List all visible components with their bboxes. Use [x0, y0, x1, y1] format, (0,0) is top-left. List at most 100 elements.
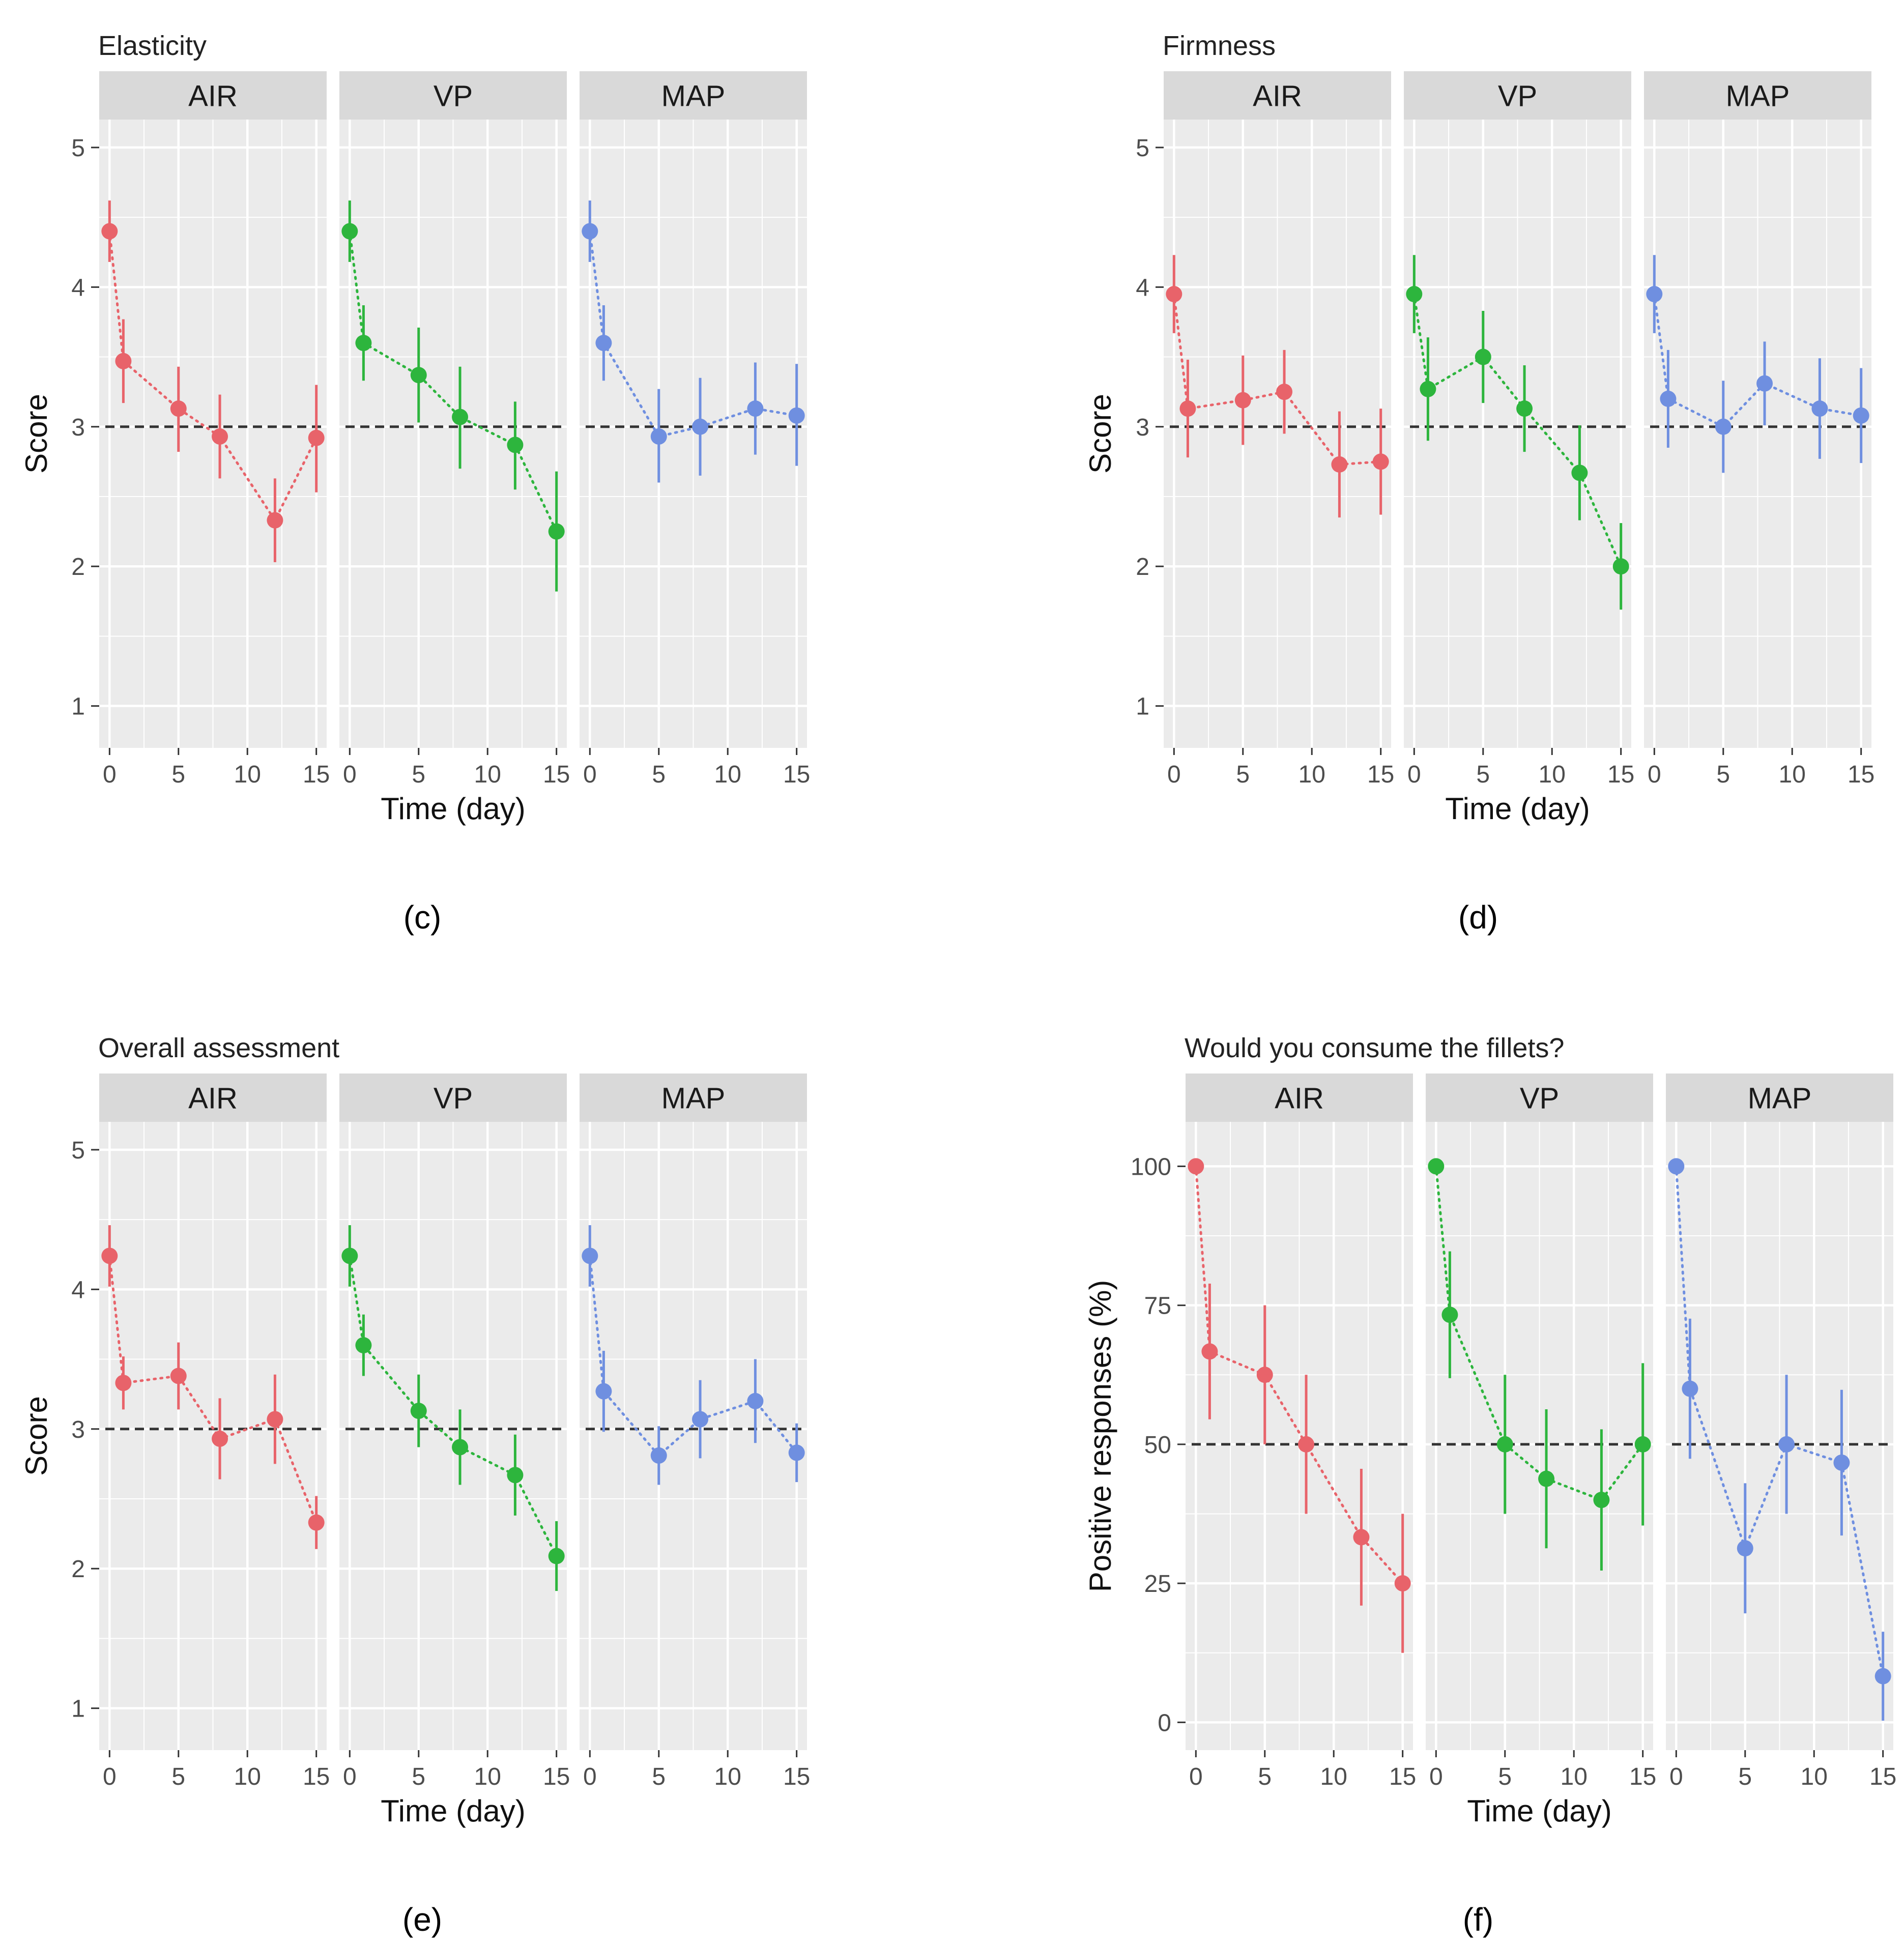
- y-axis-label: Score: [19, 394, 53, 474]
- panel-caption: (d): [1458, 899, 1498, 936]
- facet-strip: [339, 71, 567, 120]
- data-point: [101, 1247, 118, 1264]
- y-tick-label: 4: [71, 274, 85, 301]
- data-point: [452, 1439, 469, 1456]
- x-tick-label: 0: [103, 1763, 117, 1790]
- facet-strip-label: AIR: [188, 80, 238, 113]
- data-point: [1420, 381, 1436, 397]
- facet-strip-label: VP: [1520, 1082, 1559, 1115]
- x-tick-label: 5: [1716, 761, 1730, 788]
- data-point: [507, 1467, 524, 1484]
- series-line: [588, 230, 798, 438]
- data-point: [115, 353, 132, 369]
- x-tick-label: 10: [1779, 761, 1806, 788]
- chart-title: Elasticity: [98, 31, 207, 61]
- data-point: [1428, 1158, 1445, 1175]
- data-point: [341, 223, 358, 240]
- data-point: [1406, 286, 1423, 303]
- data-point: [747, 400, 764, 417]
- data-point: [507, 437, 524, 453]
- facet-vp: VP 0 5 10 15: [1426, 1073, 1656, 1790]
- x-tick-label: 15: [543, 1763, 570, 1790]
- facet-strip-label: VP: [434, 1082, 473, 1115]
- facet-strip: [580, 71, 807, 120]
- data-point: [595, 1383, 612, 1400]
- x-axis-label: Time (day): [381, 792, 525, 826]
- data-point: [1811, 400, 1828, 417]
- x-axis-label: Time (day): [1467, 1794, 1611, 1828]
- data-point: [308, 1514, 325, 1531]
- data-point: [170, 400, 187, 417]
- data-point: [1853, 407, 1869, 424]
- data-point: [1646, 286, 1663, 303]
- x-tick-label: 10: [1539, 761, 1566, 788]
- x-tick-label: 5: [1476, 761, 1490, 788]
- data-point: [1276, 384, 1293, 400]
- data-point: [1682, 1380, 1698, 1397]
- y-tick-label: 3: [71, 1416, 85, 1443]
- data-point: [212, 428, 228, 445]
- y-tick-label: 4: [71, 1276, 85, 1303]
- x-tick-label: 10: [474, 1763, 501, 1790]
- data-point: [1612, 558, 1629, 575]
- x-tick-label: 0: [583, 1763, 597, 1790]
- x-tick-label: 0: [343, 1763, 357, 1790]
- y-tick-label: 3: [71, 414, 85, 441]
- data-point: [650, 428, 667, 445]
- data-point: [212, 1430, 228, 1447]
- data-point: [1538, 1470, 1555, 1487]
- data-point: [1394, 1575, 1411, 1592]
- data-point: [1571, 465, 1588, 481]
- x-tick-label: 5: [171, 761, 185, 788]
- data-point: [1234, 392, 1251, 409]
- facet-air: AIR 0 5 10 15: [1164, 71, 1394, 788]
- chart-f: Would you consume the fillets? Positive r…: [1083, 1033, 1896, 1938]
- facet-strip: [1186, 1073, 1413, 1122]
- x-tick-label: 0: [583, 761, 597, 788]
- data-point: [1179, 400, 1196, 417]
- series-line: [588, 1254, 798, 1458]
- facet-strip-label: MAP: [1726, 80, 1790, 113]
- facet-map: MAP 0 5 10 15: [580, 1073, 810, 1790]
- panel-caption: (f): [1463, 1901, 1493, 1938]
- data-point: [267, 512, 283, 529]
- data-point: [1516, 400, 1533, 417]
- data-point: [582, 1247, 598, 1264]
- chart-e: Overall assessment Score 1 2 3 4 5 AIR 0 5 10 15 VP 0…: [19, 1033, 810, 1938]
- data-point: [355, 335, 372, 352]
- facet-strip: [339, 1073, 567, 1122]
- series-line: [1653, 293, 1863, 428]
- x-tick-label: 15: [543, 761, 570, 788]
- facet-strip: [99, 71, 327, 120]
- data-point: [650, 1447, 667, 1464]
- x-tick-label: 10: [1299, 761, 1325, 788]
- data-point: [101, 223, 118, 240]
- facet-air: AIR 0 5 10 15: [1186, 1073, 1416, 1790]
- x-tick-label: 5: [1738, 1763, 1752, 1790]
- data-point: [1256, 1367, 1273, 1383]
- facet-strip: [580, 1073, 807, 1122]
- y-tick-label: 100: [1131, 1153, 1171, 1180]
- data-point: [1353, 1529, 1370, 1546]
- data-point: [788, 407, 805, 424]
- y-tick-label: 2: [71, 1556, 85, 1583]
- x-tick-label: 15: [303, 761, 330, 788]
- x-tick-label: 5: [412, 761, 425, 788]
- x-tick-label: 15: [1367, 761, 1394, 788]
- y-tick-label: 1: [1136, 693, 1149, 720]
- data-point: [308, 429, 325, 446]
- x-tick-label: 10: [1561, 1763, 1588, 1790]
- panel-caption: (c): [403, 899, 442, 936]
- facet-strip: [1404, 71, 1631, 120]
- x-tick-label: 10: [1320, 1763, 1347, 1790]
- y-tick-label: 25: [1144, 1571, 1171, 1598]
- facet-strip-label: MAP: [661, 1082, 726, 1115]
- x-tick-label: 10: [714, 1763, 741, 1790]
- x-tick-label: 5: [412, 1763, 425, 1790]
- facet-strip-label: VP: [1498, 80, 1537, 113]
- data-point: [341, 1247, 358, 1264]
- data-point: [1737, 1540, 1753, 1557]
- facet-vp: VP 0 5 10 15: [339, 1073, 570, 1790]
